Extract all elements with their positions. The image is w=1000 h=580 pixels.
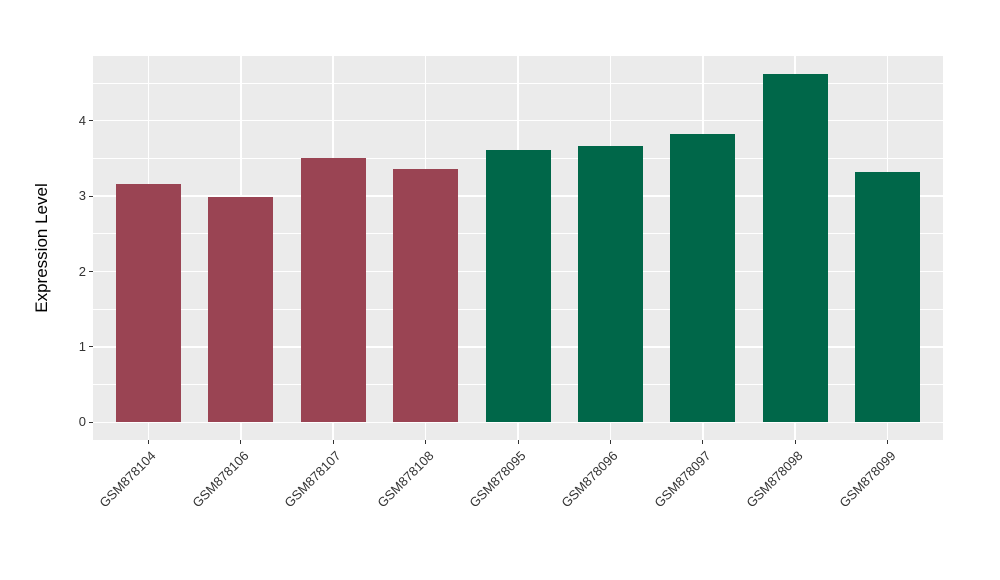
bar-GSM878096 — [577, 145, 643, 423]
bar-GSM878095 — [485, 150, 551, 423]
x-tick-label-text: GSM878108 — [373, 448, 437, 511]
y-tick-mark — [89, 195, 93, 197]
x-tick-mark — [702, 440, 704, 444]
x-tick-label-text: GSM878106 — [189, 448, 252, 511]
bar-GSM878104 — [115, 184, 181, 423]
y-tick-label: 0 — [78, 414, 86, 430]
x-tick-mark — [517, 440, 519, 444]
bar-GSM878099 — [855, 171, 921, 423]
x-tick-mark — [609, 440, 611, 444]
x-tick-label-text: GSM878104 — [96, 448, 160, 511]
x-tick-mark — [887, 440, 889, 444]
x-tick-mark — [425, 440, 427, 444]
bar-GSM878106 — [208, 196, 274, 423]
bar-GSM878108 — [393, 168, 459, 423]
x-tick-label-text: GSM878099 — [835, 448, 899, 511]
x-tick-label-text: GSM878097 — [651, 448, 714, 511]
y-tick-label: 3 — [78, 188, 86, 204]
x-tick-label-text: GSM878098 — [743, 448, 806, 511]
y-tick-mark — [89, 346, 93, 348]
bar-GSM878098 — [762, 73, 828, 423]
x-tick-mark — [332, 440, 334, 444]
y-tick-label: 1 — [78, 338, 86, 354]
y-tick-mark — [89, 271, 93, 272]
y-tick-mark — [89, 120, 93, 122]
y-tick-label: 4 — [78, 112, 86, 128]
y-tick-label: 2 — [78, 263, 86, 279]
x-tick-mark — [240, 440, 242, 444]
x-tick-label-text: GSM878095 — [466, 448, 529, 511]
plot-area — [93, 56, 943, 440]
bar-GSM878097 — [670, 134, 736, 423]
bar-GSM878107 — [300, 157, 366, 423]
x-tick-label-text: GSM878096 — [558, 448, 621, 511]
y-tick-mark — [89, 421, 93, 423]
x-tick-label-text: GSM878107 — [281, 448, 344, 511]
x-tick-mark — [794, 440, 796, 444]
x-tick-mark — [147, 440, 149, 444]
